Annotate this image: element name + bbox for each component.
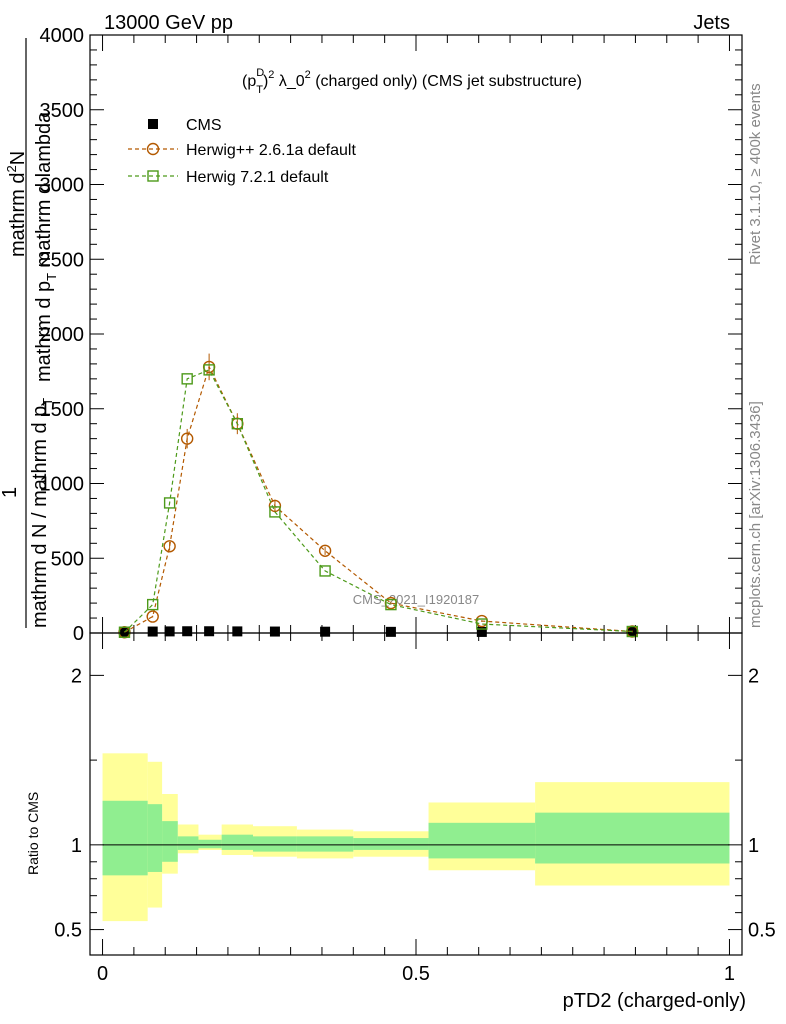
herwig-pp-point bbox=[163, 540, 176, 553]
herwig-7-point bbox=[319, 565, 331, 577]
main-ytick-label: 2500 bbox=[40, 249, 85, 271]
mcplots-label: mcplots.cern.ch [arXiv:1306.3436] bbox=[747, 401, 764, 628]
cms-point bbox=[385, 626, 396, 637]
header-left: 13000 GeV pp bbox=[104, 12, 233, 34]
herwig-7-point bbox=[385, 598, 397, 611]
ylabel-outer-numerator: mathrm d2N bbox=[4, 151, 29, 257]
plot-title: (pD T)2 λ_02 (charged only) (CMS jet subs… bbox=[242, 67, 582, 96]
ratio-y-axis-label: Ratio to CMS bbox=[25, 792, 41, 875]
ratio-band-inner bbox=[177, 836, 199, 850]
ratio-band-inner bbox=[535, 812, 730, 864]
x-axis-label: pTD2 (charged-only) bbox=[563, 990, 746, 1012]
ratio-band-inner bbox=[428, 822, 536, 859]
legend-label-herwig-7: Herwig 7.2.1 default bbox=[186, 169, 329, 186]
watermark: CMS_2021_I1920187 bbox=[353, 592, 480, 607]
herwig-pp-point bbox=[268, 499, 282, 513]
ratio-bands bbox=[102, 753, 730, 922]
main-ytick-label: 0 bbox=[73, 623, 84, 645]
herwig-pp-point bbox=[146, 610, 159, 623]
ratio-band-inner bbox=[147, 804, 163, 872]
cms-point bbox=[147, 626, 158, 637]
ylabel-outer-denominator: mathrm d pT mathrm d lambda bbox=[33, 111, 59, 382]
ratio-band-inner bbox=[102, 800, 148, 876]
ratio-ytick-label-right: 0.5 bbox=[748, 920, 776, 942]
main-ytick-label: 1000 bbox=[40, 474, 85, 496]
ratio-ytick-label: 2 bbox=[71, 665, 82, 687]
herwig-pp-point bbox=[318, 544, 332, 557]
legend-marker-herwig-7 bbox=[147, 170, 159, 182]
herwig-7-point bbox=[269, 506, 281, 518]
ratio-y-axis: 0.5 0.5 1 1 2 2 bbox=[54, 665, 776, 941]
main-ytick-label: 1500 bbox=[40, 399, 85, 421]
ratio-band-inner bbox=[353, 838, 429, 850]
legend-marker-herwig-pp bbox=[146, 142, 160, 156]
main-ytick-label: 3500 bbox=[40, 100, 85, 122]
main-ytick-label: 4000 bbox=[40, 25, 85, 47]
ratio-plot-panel: 0.5 0.51 12 2 0 0.5 1 Ratio to CMS pTD2 (char… bbox=[25, 632, 776, 1012]
main-x-axis bbox=[102, 35, 730, 633]
ylabel-inner-numerator: 1 bbox=[0, 487, 21, 498]
herwig-7-point bbox=[203, 364, 215, 376]
main-ytick-label: 500 bbox=[51, 548, 84, 570]
legend-label-cms: CMS bbox=[186, 117, 222, 134]
herwig-7-point bbox=[146, 598, 159, 611]
ratio-xtick-label: 0 bbox=[97, 963, 108, 985]
cms-point bbox=[232, 626, 243, 637]
ylabel-inner-denominator: mathrm d N / mathrm d pT bbox=[29, 398, 55, 628]
cms-point bbox=[164, 626, 175, 637]
ratio-band-inner bbox=[162, 821, 178, 862]
herwig-7-point bbox=[626, 625, 638, 638]
ratio-ytick-label-right: 2 bbox=[748, 665, 759, 687]
herwig-7-point bbox=[163, 497, 176, 509]
rivet-label: Rivet 3.1.10, ≥ 400k events bbox=[747, 83, 764, 265]
main-plot-panel: 0 500 1000 1500 2000 2500 3000 3500 4000 CMS_202… bbox=[40, 25, 743, 645]
cms-point bbox=[204, 626, 215, 637]
header-right: Jets bbox=[693, 12, 730, 34]
ratio-band-inner bbox=[198, 839, 222, 849]
ratio-ytick-label: 1 bbox=[71, 835, 82, 857]
legend-label-herwig-pp: Herwig++ 2.6.1a default bbox=[186, 142, 356, 159]
ratio-ytick-label: 0.5 bbox=[54, 920, 82, 942]
herwig-7-point bbox=[181, 373, 193, 385]
series-layer bbox=[118, 353, 639, 639]
main-y-axis: 0 500 1000 1500 2000 2500 3000 3500 4000 bbox=[40, 25, 742, 645]
cms-point bbox=[269, 626, 280, 637]
ratio-band-inner bbox=[221, 834, 253, 850]
legend: CMS Herwig++ 2.6.1a default Herwig 7.2.1… bbox=[128, 117, 356, 186]
ratio-band-inner bbox=[296, 836, 354, 852]
herwig-7-point bbox=[118, 626, 131, 638]
series-line-1 bbox=[124, 365, 633, 633]
ratio-ytick-label-right: 1 bbox=[748, 835, 759, 857]
ratio-xtick-label: 1 bbox=[724, 963, 735, 985]
cms-point bbox=[320, 626, 331, 637]
legend-marker-cms bbox=[148, 119, 158, 129]
main-ytick-label: 3000 bbox=[40, 175, 85, 197]
main-y-axis-label: mathrm d2N mathrm d pT mathrm d lambda 1… bbox=[0, 38, 59, 628]
herwig-7-point bbox=[476, 618, 488, 630]
ratio-x-axis: 0 0.5 1 bbox=[97, 633, 735, 985]
herwig-7-point bbox=[231, 418, 244, 430]
ratio-xtick-label: 0.5 bbox=[402, 963, 430, 985]
series-line-2 bbox=[124, 369, 633, 633]
cms-point bbox=[182, 626, 193, 637]
herwig-pp-point bbox=[180, 432, 194, 445]
main-ytick-label: 2000 bbox=[40, 324, 85, 346]
ratio-band-inner bbox=[253, 836, 297, 852]
cms-point bbox=[476, 626, 487, 637]
